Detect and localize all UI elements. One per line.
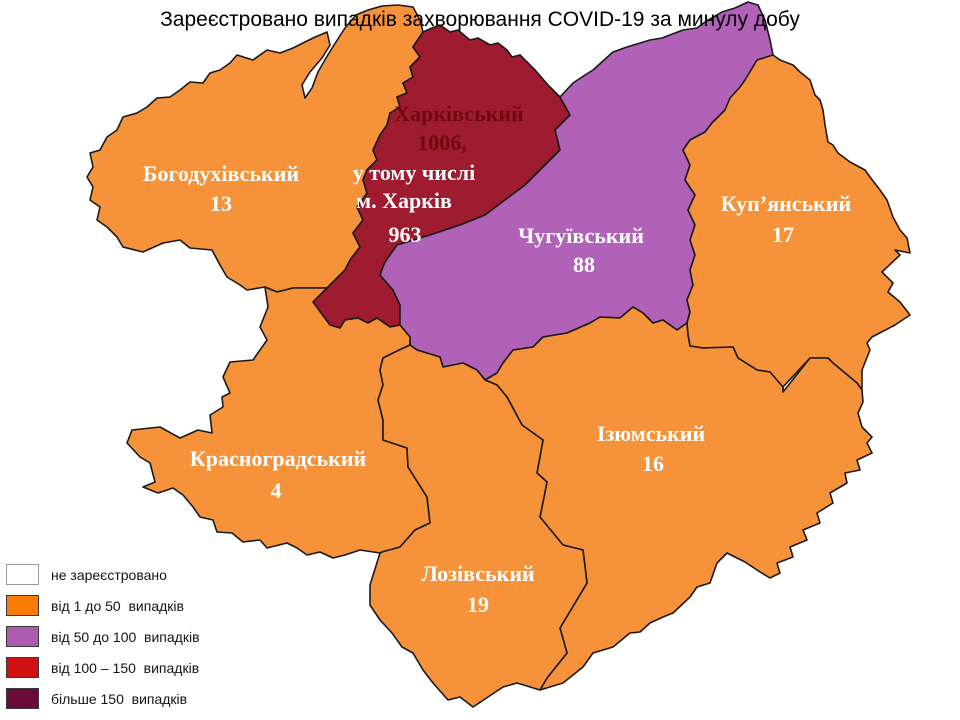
legend-swatch-4 <box>6 688 39 709</box>
legend-item-4: більше 150 випадків <box>6 688 200 709</box>
legend-label-2: від 50 до 100 випадків <box>51 628 200 645</box>
legend-swatch-1 <box>6 595 39 616</box>
region-lozivskyi[interactable] <box>369 344 588 708</box>
legend-item-3: від 100 – 150 випадків <box>6 657 200 678</box>
legend-label-3: від 100 – 150 випадків <box>51 659 200 676</box>
legend-label-0: не зареєстровано <box>51 566 167 583</box>
legend-swatch-3 <box>6 657 39 678</box>
legend-item-1: від 1 до 50 випадків <box>6 595 200 616</box>
legend-label-1: від 1 до 50 випадків <box>51 597 184 614</box>
region-krasnohradskyi[interactable] <box>126 286 431 559</box>
legend-item-0: не зареєстровано <box>6 564 200 585</box>
legend-item-2: від 50 до 100 випадків <box>6 626 200 647</box>
legend-label-4: більше 150 випадків <box>51 690 188 707</box>
region-iziumskyi[interactable] <box>484 306 873 691</box>
legend: не зареєстровано від 1 до 50 випадків від … <box>6 564 200 709</box>
legend-swatch-0 <box>6 564 39 585</box>
legend-swatch-2 <box>6 626 39 647</box>
